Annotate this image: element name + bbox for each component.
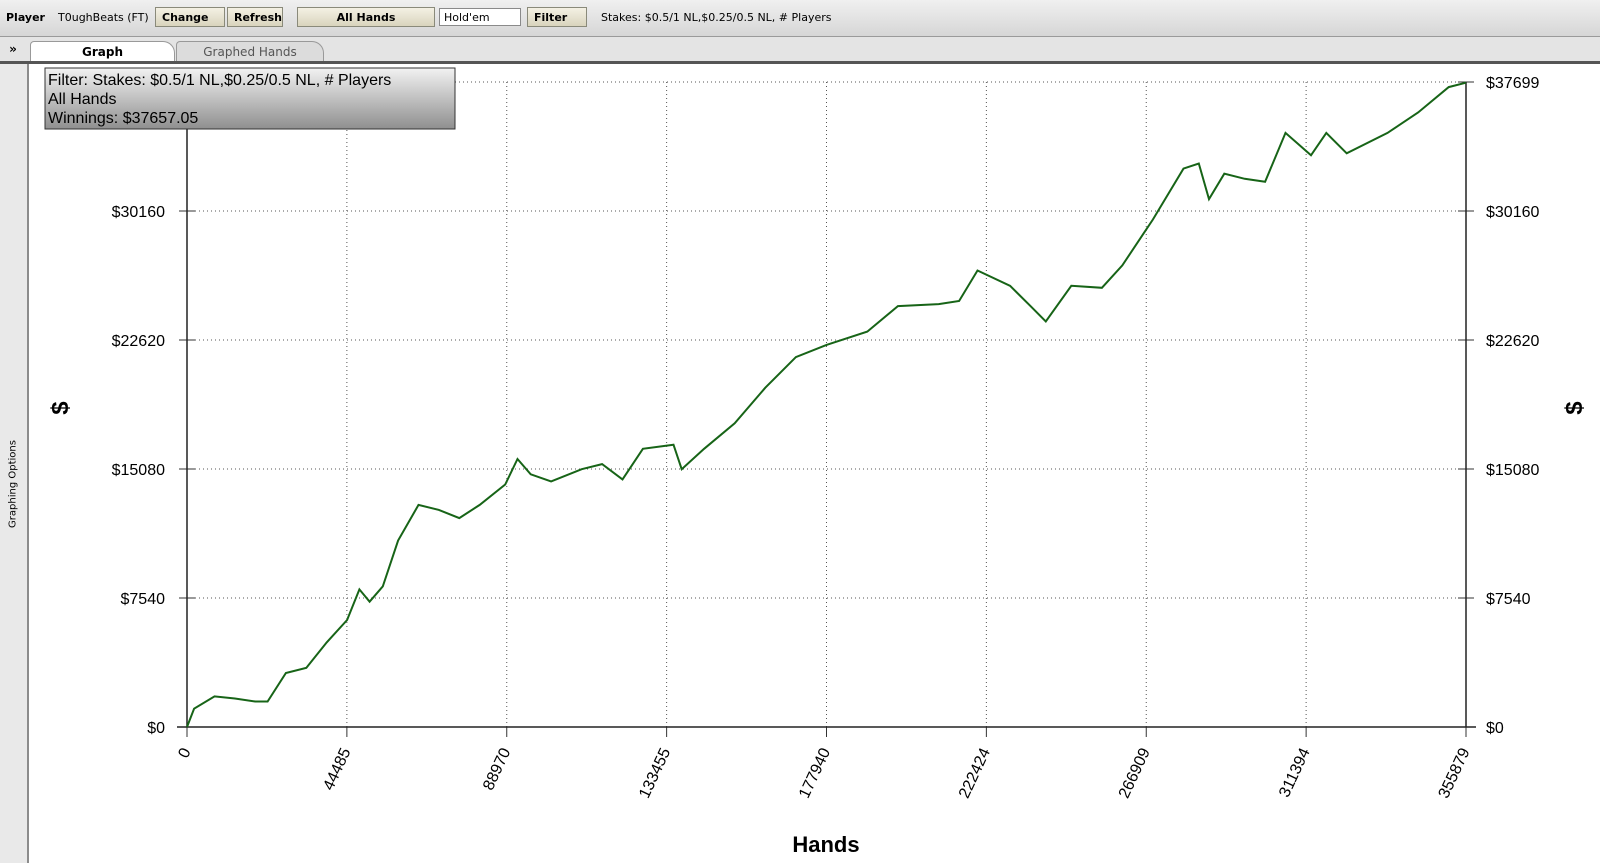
- y-tick-label: $30160: [112, 204, 165, 221]
- x-tick-label: 222424: [956, 745, 994, 801]
- game-select[interactable]: Hold'em: [439, 8, 521, 26]
- sidebar: Graphing Options: [0, 64, 29, 863]
- x-tick-label: 355879: [1436, 745, 1474, 801]
- y-tick-label: $7540: [121, 591, 166, 608]
- y-axis-title: $: [47, 401, 74, 415]
- y2-tick-label: $0: [1486, 720, 1504, 737]
- x-tick-label: 266909: [1116, 745, 1154, 801]
- x-tick-label: 177940: [796, 745, 834, 801]
- y-tick-label: $22620: [112, 333, 165, 350]
- filter-button[interactable]: Filter: [527, 7, 587, 27]
- toolbar: Player T0ughBeats (FT) Change Refresh Al…: [0, 0, 1600, 37]
- tab[interactable]: Graphed Hands: [176, 41, 324, 61]
- y2-axis-title: $: [1561, 401, 1588, 415]
- y2-tick-label: $22620: [1486, 333, 1539, 350]
- y2-tick-label: $37699: [1486, 75, 1539, 92]
- x-tick-label: 0: [175, 745, 194, 760]
- x-tick-label: 44485: [320, 745, 354, 793]
- change-button[interactable]: Change: [155, 7, 225, 27]
- player-label: Player: [6, 11, 45, 24]
- y-tick-label: $15080: [112, 462, 165, 479]
- player-name: T0ughBeats (FT): [58, 11, 149, 24]
- data-line: [186, 81, 1467, 728]
- x-tick-label: 311394: [1276, 745, 1314, 800]
- y2-tick-label: $30160: [1486, 204, 1539, 221]
- hands-button[interactable]: All Hands: [297, 7, 435, 27]
- annotation-line: Winnings: $37657.05: [48, 110, 198, 127]
- annotation-line: Filter: Stakes: $0.5/1 NL,$0.25/0.5 NL, …: [48, 72, 391, 89]
- tab-bar: » Graph Graphed Hands: [0, 37, 1600, 64]
- y-tick-label: $0: [147, 720, 165, 737]
- x-tick-label: 133455: [636, 745, 674, 801]
- annotation-background: [44, 67, 456, 130]
- filter-summary: Stakes: $0.5/1 NL,$0.25/0.5 NL, # Player…: [601, 11, 832, 24]
- y2-tick-label: $15080: [1486, 462, 1539, 479]
- x-axis-title: Hands: [792, 832, 859, 857]
- y2-tick-label: $7540: [1486, 591, 1531, 608]
- tab[interactable]: Graph: [30, 41, 175, 61]
- refresh-button[interactable]: Refresh: [227, 7, 283, 27]
- annotation-box: Filter: Stakes: $0.5/1 NL,$0.25/0.5 NL, …: [44, 67, 456, 130]
- x-tick-label: 88970: [480, 745, 514, 793]
- annotation-line: All Hands: [48, 91, 116, 108]
- sidebar-toggle[interactable]: »: [9, 42, 17, 56]
